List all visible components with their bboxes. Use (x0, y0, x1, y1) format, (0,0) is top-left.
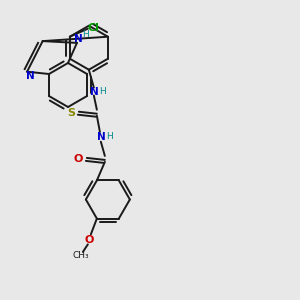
Text: N: N (26, 71, 34, 81)
Text: N: N (74, 34, 82, 44)
Text: N: N (91, 86, 99, 97)
Text: CH₃: CH₃ (73, 251, 89, 260)
Text: N: N (98, 132, 106, 142)
Text: Cl: Cl (88, 23, 100, 33)
Text: O: O (73, 154, 83, 164)
Text: H: H (82, 30, 89, 39)
Text: H: H (106, 132, 113, 141)
Text: O: O (84, 236, 94, 245)
Text: H: H (100, 87, 106, 96)
Text: S: S (67, 108, 75, 118)
